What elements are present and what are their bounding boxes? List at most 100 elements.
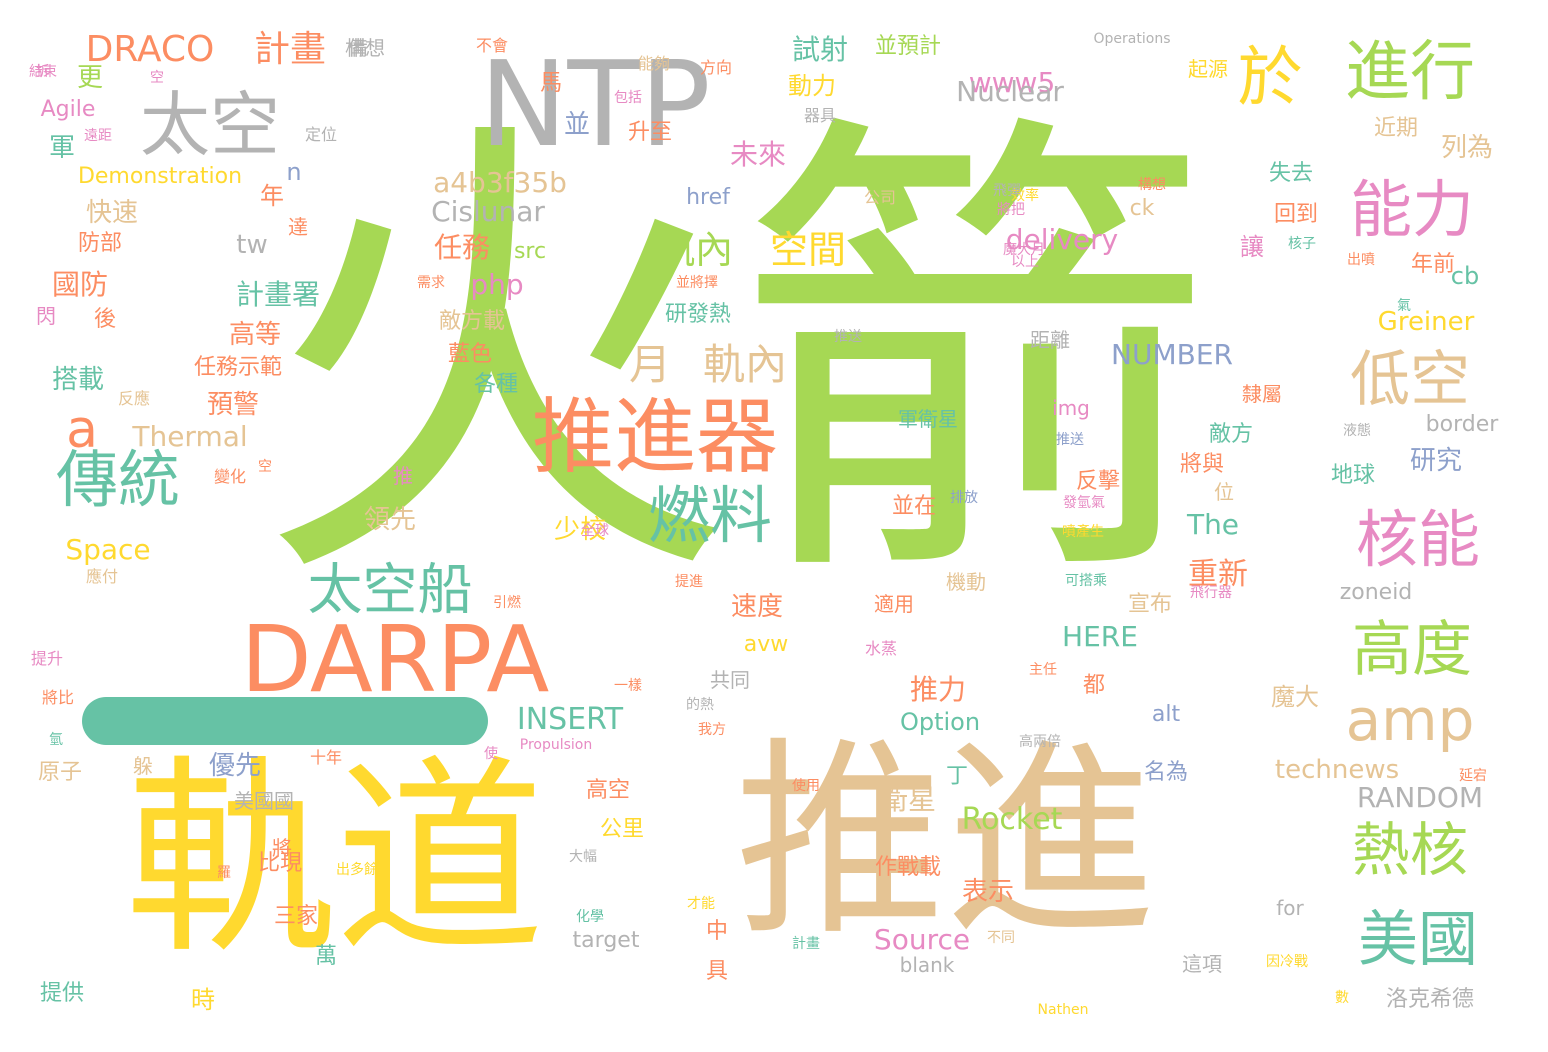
cloud-word: blank bbox=[899, 953, 955, 977]
cloud-word: 計畫 bbox=[792, 936, 820, 952]
cloud-word: 更 bbox=[76, 63, 104, 93]
cloud-word: 太空 bbox=[140, 84, 280, 166]
cloud-word: 核能 bbox=[1355, 503, 1481, 576]
cloud-word: 發氫氣 bbox=[1063, 495, 1105, 511]
cloud-word: 出噴 bbox=[1347, 252, 1375, 268]
cloud-word: 萬 bbox=[314, 944, 338, 969]
cloud-word: 丁 bbox=[945, 764, 969, 789]
cloud-word: tw bbox=[236, 230, 268, 260]
cloud-word: 名為 bbox=[1143, 760, 1189, 785]
cloud-word: NTP bbox=[479, 35, 711, 173]
cloud-word: 敵方載 bbox=[438, 309, 506, 334]
cloud-word: 動力 bbox=[788, 72, 836, 100]
cloud-word: 軌內 bbox=[656, 228, 734, 272]
cloud-word: 快速 bbox=[85, 198, 139, 228]
cloud-word: Space bbox=[65, 533, 151, 566]
cloud-word: 水蒸 bbox=[864, 639, 898, 658]
cloud-word: 少校 bbox=[553, 515, 607, 545]
cloud-word: img bbox=[1052, 396, 1090, 420]
cloud-word: technews bbox=[1274, 755, 1400, 785]
cloud-word: 構想 bbox=[1138, 177, 1166, 193]
cloud-word: 氣 bbox=[1397, 298, 1411, 314]
cloud-word: INSERT bbox=[516, 702, 624, 737]
cloud-word: 防部 bbox=[77, 231, 123, 256]
cloud-word: 研發熱 bbox=[664, 302, 732, 327]
cloud-word: 將比 bbox=[41, 688, 75, 707]
cloud-word: 推 bbox=[393, 464, 413, 488]
cloud-word: 推送 bbox=[1056, 432, 1084, 448]
cloud-word: for bbox=[1276, 896, 1304, 920]
cloud-word: 羅 bbox=[217, 865, 231, 881]
cloud-word: 應付 bbox=[85, 567, 119, 586]
cloud-word: 高度 bbox=[1352, 615, 1472, 685]
cloud-word: 將把 bbox=[997, 202, 1025, 218]
cloud-word: 全球 bbox=[581, 523, 609, 539]
cloud-word: 年前 bbox=[1410, 252, 1456, 277]
cloud-word: 低空 bbox=[1350, 345, 1470, 415]
cloud-word: 拆 bbox=[36, 64, 50, 80]
cloud-word: 不同 bbox=[987, 930, 1015, 946]
cloud-word: 使 bbox=[484, 746, 498, 762]
cloud-word: 可搭乘 bbox=[1065, 573, 1107, 589]
cloud-word: 具 bbox=[705, 959, 729, 984]
cloud-word: Cislunar bbox=[431, 195, 545, 228]
cloud-word: 一樣 bbox=[614, 678, 642, 694]
cloud-word: 領先 bbox=[363, 505, 417, 535]
cloud-word: target bbox=[572, 928, 640, 953]
cloud-word: 公司 bbox=[863, 188, 897, 207]
cloud-word: 機動 bbox=[946, 570, 986, 594]
cloud-word: 優先 bbox=[208, 751, 262, 781]
cloud-word: 公里 bbox=[599, 817, 645, 842]
cloud-word: 回到 bbox=[1273, 202, 1319, 227]
cloud-word: 各種 bbox=[473, 372, 519, 397]
cloud-word: 太空船 bbox=[307, 557, 473, 622]
cloud-word: 三家 bbox=[273, 904, 319, 929]
cloud-word: DARPA bbox=[240, 606, 550, 713]
cloud-word: 年 bbox=[260, 182, 284, 210]
cloud-word: 中 bbox=[705, 919, 729, 944]
color-bar bbox=[82, 697, 488, 745]
cloud-word: 計畫署 bbox=[235, 278, 321, 311]
cloud-word: 魔大 bbox=[1271, 683, 1319, 711]
cloud-word: 速度 bbox=[730, 592, 784, 622]
cloud-word: 美國國 bbox=[234, 789, 294, 813]
cloud-word: 能力 bbox=[1349, 173, 1475, 246]
cloud-word: 達 bbox=[288, 215, 308, 239]
cloud-word: 效率 bbox=[1011, 188, 1039, 204]
cloud-word: 不會 bbox=[475, 36, 509, 55]
cloud-word: 共同 bbox=[710, 668, 750, 692]
cloud-word: 時 bbox=[191, 986, 215, 1014]
cloud-word: a bbox=[66, 400, 98, 460]
cloud-word: 出多餘 bbox=[336, 862, 378, 878]
cloud-word: 傳統 bbox=[55, 443, 181, 516]
cloud-word: 任務 bbox=[433, 231, 491, 264]
cloud-word: 這項 bbox=[1182, 952, 1222, 976]
cloud-word: 月 bbox=[628, 340, 672, 389]
cloud-word: 化學 bbox=[576, 909, 604, 925]
cloud-word: 提升 bbox=[30, 649, 64, 668]
cloud-word: 液態 bbox=[1343, 423, 1371, 439]
cloud-word: 閃 bbox=[36, 304, 56, 328]
cloud-word: 推力 bbox=[909, 673, 967, 706]
cloud-word: HERE bbox=[1062, 620, 1138, 653]
cloud-word: 任務示範 bbox=[193, 355, 283, 380]
cloud-word: 後 bbox=[93, 307, 117, 332]
cloud-word: www5 bbox=[968, 66, 1056, 99]
cloud-word: 進行 bbox=[1344, 34, 1476, 110]
cloud-word: 並預計 bbox=[874, 34, 942, 59]
cloud-word: 預警 bbox=[206, 390, 260, 420]
cloud-word: cb bbox=[1450, 262, 1480, 290]
cloud-word: 噴產生 bbox=[1062, 524, 1104, 540]
cloud-word: 包括 bbox=[614, 90, 642, 106]
cloud-word: amp bbox=[1345, 686, 1475, 754]
cloud-word: The bbox=[1186, 508, 1240, 541]
cloud-word: 軍 bbox=[48, 133, 76, 163]
cloud-word: 核子 bbox=[1288, 236, 1316, 252]
cloud-word: 因冷戰 bbox=[1266, 954, 1308, 970]
cloud-word: 魔大月 bbox=[1003, 242, 1045, 258]
cloud-word: 數 bbox=[1335, 990, 1349, 1006]
cloud-word: zoneid bbox=[1339, 580, 1413, 605]
cloud-word: Thermal bbox=[132, 420, 248, 453]
cloud-word: 洛克希德 bbox=[1385, 987, 1475, 1012]
cloud-word: ck bbox=[1129, 196, 1155, 221]
